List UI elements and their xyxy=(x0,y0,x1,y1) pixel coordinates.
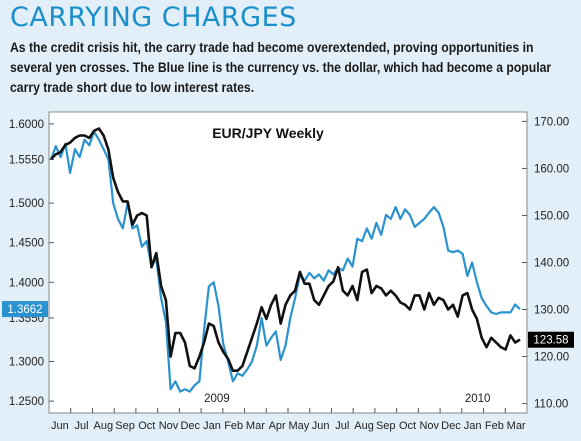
eurjpy-chart: EUR/JPY Weekly 1.6000 1.5550 1.5000 1.4500 1… xyxy=(2,111,574,432)
month-label: Jul xyxy=(335,420,349,432)
year-label: 2009 xyxy=(204,393,230,405)
month-label: Sep xyxy=(376,420,396,432)
right-tick-label: 170.00 xyxy=(534,116,569,128)
month-label: Apr xyxy=(269,420,286,432)
right-current-value-badge xyxy=(528,331,574,348)
month-label: Nov xyxy=(159,420,179,432)
month-label: Jun xyxy=(312,420,330,432)
month-label: Aug xyxy=(354,420,374,432)
month-label: Feb xyxy=(485,420,504,432)
left-tick-label: 1.4500 xyxy=(9,238,44,250)
right-tick-label: 110.00 xyxy=(534,399,568,411)
left-tick-label: 1.4000 xyxy=(9,277,44,289)
chart-area: EUR/JPY Weekly 1.6000 1.5550 1.5000 1.4500 1… xyxy=(0,104,581,441)
month-label: Dec xyxy=(441,420,461,432)
month-label: Jan xyxy=(464,420,482,432)
right-tick-label: 150.00 xyxy=(534,210,569,222)
month-label: Mar xyxy=(246,420,265,432)
month-label: Oct xyxy=(138,420,155,432)
month-label: Jun xyxy=(51,420,69,432)
month-label: May xyxy=(288,420,309,432)
year-label: 2010 xyxy=(465,393,491,405)
month-label: Nov xyxy=(419,420,439,432)
left-tick-label: 1.5550 xyxy=(9,155,44,167)
month-label: Sep xyxy=(115,420,135,432)
left-current-value-label: 1.3662 xyxy=(7,304,42,316)
chart-title-banner: CARRYING CHARGES xyxy=(10,2,297,33)
month-label: Jan xyxy=(203,420,221,432)
left-current-value-badge xyxy=(2,301,48,318)
right-tick-label: 140.00 xyxy=(534,258,569,270)
month-label: Mar xyxy=(507,420,526,432)
plot-frame xyxy=(48,111,528,414)
black-series-line xyxy=(50,127,521,373)
right-tick-label: 120.00 xyxy=(534,352,569,364)
month-label: Oct xyxy=(399,420,416,432)
month-label: Dec xyxy=(180,420,200,432)
right-tick-label: 160.00 xyxy=(534,163,569,175)
left-tick-label: 1.6000 xyxy=(9,119,44,131)
month-label: Jul xyxy=(75,420,89,432)
month-label: Feb xyxy=(224,420,243,432)
right-tick-label: 130.00 xyxy=(534,305,569,317)
left-tick-label: 1.2500 xyxy=(9,396,44,408)
month-label: Aug xyxy=(94,420,114,432)
plot-title: EUR/JPY Weekly xyxy=(212,125,324,141)
chart-caption: As the credit crisis hit, the carry trad… xyxy=(10,40,552,96)
right-current-value-label: 123.58 xyxy=(533,335,568,347)
left-tick-label: 1.3000 xyxy=(9,357,44,369)
left-tick-label: 1.5000 xyxy=(9,198,44,210)
